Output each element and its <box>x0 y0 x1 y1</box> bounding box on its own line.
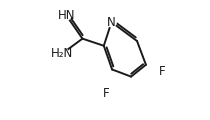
Text: H₂N: H₂N <box>51 47 74 60</box>
Text: N: N <box>107 16 116 29</box>
Circle shape <box>102 90 110 98</box>
Text: HN: HN <box>58 9 75 22</box>
Circle shape <box>56 48 68 59</box>
Circle shape <box>158 68 167 76</box>
Text: F: F <box>103 87 109 100</box>
Circle shape <box>107 17 116 27</box>
Circle shape <box>62 11 71 20</box>
Text: F: F <box>159 65 166 78</box>
